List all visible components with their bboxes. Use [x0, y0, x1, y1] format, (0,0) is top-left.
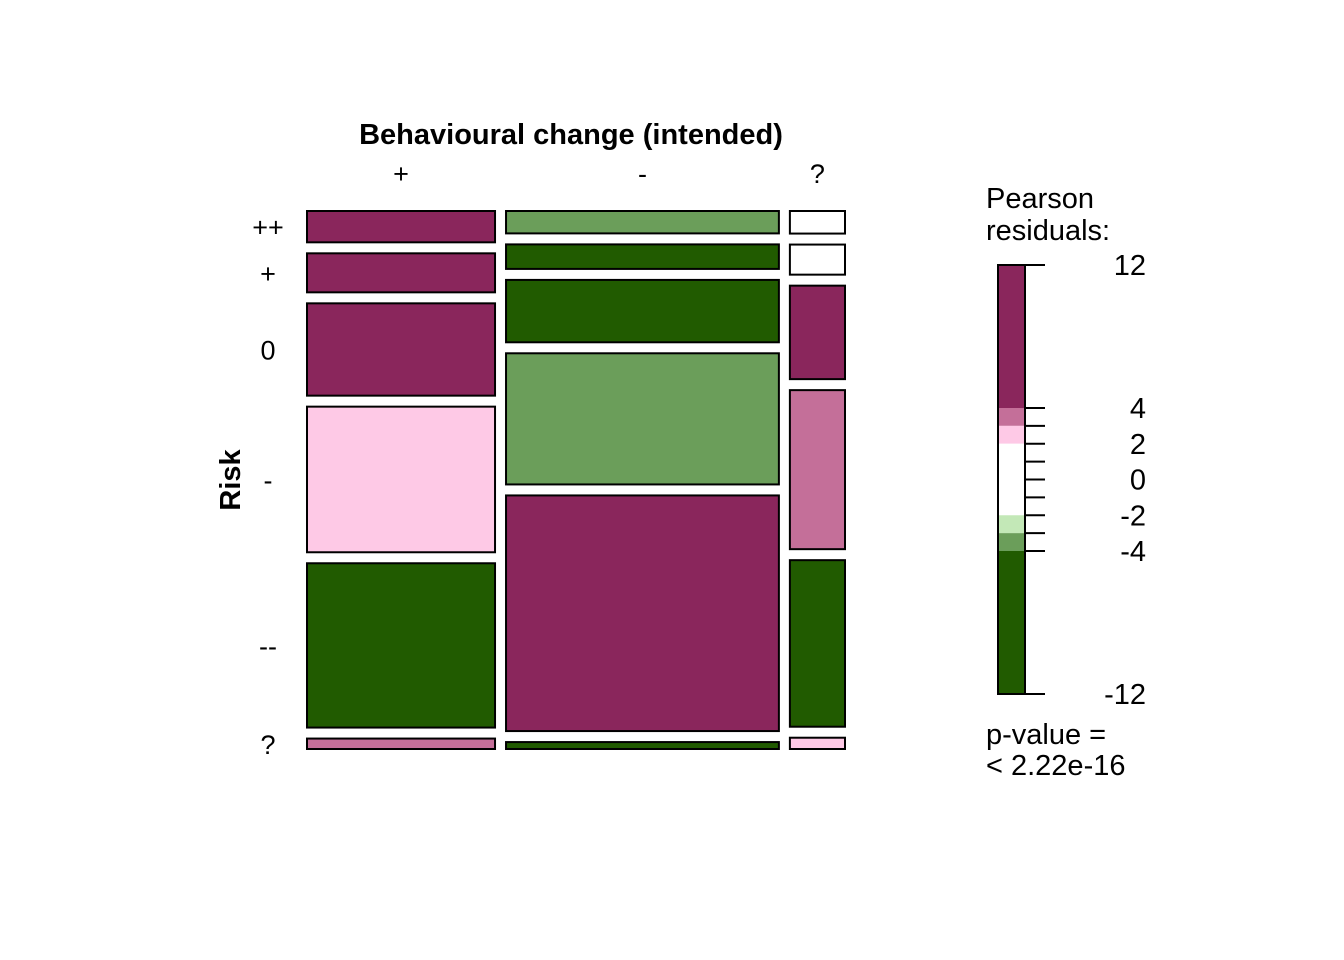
mosaic-tile [788, 736, 846, 751]
p-value-line2: < 2.22e-16 [986, 750, 1125, 782]
p-value-line1: p-value = [986, 719, 1106, 751]
legend-tick-label: -2 [1120, 500, 1146, 532]
legend-title-line2: residuals: [986, 215, 1110, 247]
mosaic-tile [788, 284, 846, 381]
y-tick-label: - [264, 465, 273, 495]
mosaic-tile [505, 494, 780, 733]
y-tick-label: ? [260, 730, 275, 760]
legend-tick-label: 4 [1130, 393, 1146, 425]
legend-color-bar [997, 264, 1026, 695]
mosaic-tile [306, 252, 497, 294]
mosaic-tile [788, 389, 846, 551]
legend-segment [998, 425, 1025, 444]
mosaic-tile [505, 243, 780, 270]
x-tick-label: + [393, 159, 409, 189]
mosaic-tile [306, 405, 497, 554]
y-tick-label: + [260, 259, 276, 289]
y-tick-label: ++ [252, 213, 284, 243]
legend-tick-label: 2 [1130, 429, 1146, 461]
y-tick-labels: +++0---? [252, 213, 284, 760]
mosaic-tile [306, 302, 497, 397]
mosaic-tile [788, 559, 846, 728]
x-axis-title: Behavioural change (intended) [359, 119, 783, 151]
mosaic-tiles [306, 210, 846, 751]
legend-tick-label: -12 [1104, 679, 1146, 711]
mosaic-tile [788, 210, 846, 235]
mosaic-tile [505, 278, 780, 344]
legend-tick-label: 0 [1130, 465, 1146, 497]
legend-segment [998, 551, 1025, 694]
mosaic-tile [505, 741, 780, 750]
y-tick-label: -- [259, 631, 277, 661]
legend-tick-label: -4 [1120, 536, 1146, 568]
legend-tick-label: 12 [1114, 250, 1146, 282]
legend-ticks: 12 4 2 0-2 -4 -12 [1025, 250, 1146, 711]
mosaic-tile [306, 737, 497, 751]
x-tick-label: ? [810, 159, 825, 189]
mosaic-tile [306, 210, 497, 244]
x-tick-labels: + -? [393, 159, 825, 189]
mosaic-tile [505, 352, 780, 486]
legend: Pearson residuals: 12 4 2 0-2 -4 -12 p-value … [986, 183, 1146, 782]
y-axis-title: Risk [215, 449, 247, 511]
mosaic-tile [306, 562, 497, 729]
mosaic-tile [788, 243, 846, 276]
mosaic-tile [505, 210, 780, 235]
legend-title-line1: Pearson [986, 183, 1094, 215]
legend-segment [998, 408, 1025, 426]
legend-segment [998, 515, 1025, 534]
y-tick-label: 0 [260, 335, 275, 365]
x-tick-label: - [638, 159, 647, 189]
legend-segment [998, 265, 1025, 408]
legend-segment [998, 533, 1025, 551]
legend-segment [998, 443, 1025, 516]
